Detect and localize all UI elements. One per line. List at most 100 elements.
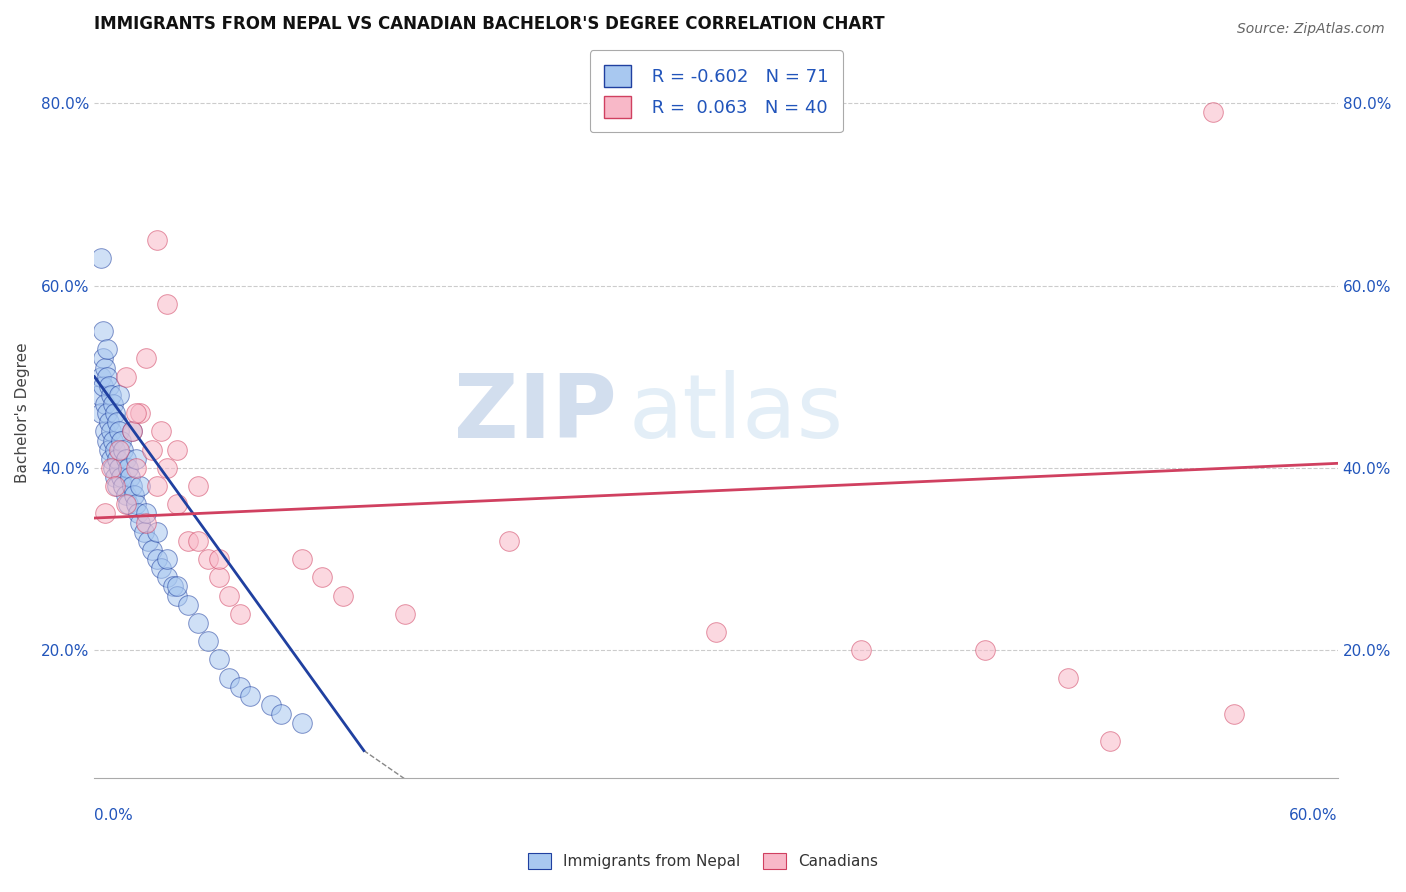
Point xyxy=(141,442,163,457)
Point xyxy=(145,479,167,493)
Point xyxy=(91,351,114,366)
Point xyxy=(94,397,117,411)
Point xyxy=(291,716,314,731)
Point xyxy=(91,379,114,393)
Y-axis label: Bachelor's Degree: Bachelor's Degree xyxy=(15,343,30,483)
Text: ZIP: ZIP xyxy=(454,369,617,457)
Point xyxy=(138,533,160,548)
Point xyxy=(96,434,118,448)
Point xyxy=(129,479,152,493)
Point xyxy=(108,388,131,402)
Point xyxy=(270,707,292,722)
Point xyxy=(105,451,128,466)
Point xyxy=(135,351,157,366)
Point xyxy=(98,442,121,457)
Point xyxy=(156,297,179,311)
Point xyxy=(101,461,124,475)
Point xyxy=(228,680,250,694)
Point xyxy=(96,406,118,420)
Point xyxy=(125,497,148,511)
Point xyxy=(101,397,124,411)
Point xyxy=(394,607,416,621)
Point xyxy=(197,552,219,566)
Point xyxy=(104,406,127,420)
Point xyxy=(96,369,118,384)
Point xyxy=(177,598,200,612)
Point xyxy=(177,533,200,548)
Point xyxy=(91,324,114,338)
Point xyxy=(156,461,179,475)
Point xyxy=(90,369,112,384)
Point xyxy=(259,698,281,712)
Point xyxy=(108,461,131,475)
Point xyxy=(112,479,135,493)
Point xyxy=(114,488,136,502)
Point xyxy=(197,634,219,648)
Point xyxy=(100,461,122,475)
Point xyxy=(117,461,139,475)
Point xyxy=(100,451,122,466)
Point xyxy=(127,507,149,521)
Point xyxy=(101,434,124,448)
Point xyxy=(208,570,231,584)
Point xyxy=(104,470,127,484)
Point xyxy=(104,442,127,457)
Point xyxy=(96,343,118,357)
Point xyxy=(974,643,997,657)
Text: 0.0%: 0.0% xyxy=(94,808,134,823)
Point xyxy=(228,607,250,621)
Point xyxy=(110,434,132,448)
Point xyxy=(156,570,179,584)
Point xyxy=(145,524,167,539)
Point xyxy=(187,615,209,630)
Text: atlas: atlas xyxy=(628,369,844,457)
Point xyxy=(141,543,163,558)
Point xyxy=(100,425,122,439)
Point xyxy=(87,388,110,402)
Point xyxy=(156,552,179,566)
Point xyxy=(218,671,240,685)
Point xyxy=(145,552,167,566)
Point xyxy=(118,470,141,484)
Point xyxy=(208,652,231,666)
Point xyxy=(1057,671,1080,685)
Point xyxy=(498,533,520,548)
Point xyxy=(1098,734,1121,748)
Text: 60.0%: 60.0% xyxy=(1289,808,1337,823)
Point xyxy=(125,451,148,466)
Text: Source: ZipAtlas.com: Source: ZipAtlas.com xyxy=(1237,22,1385,37)
Point xyxy=(332,589,354,603)
Point xyxy=(166,442,188,457)
Point xyxy=(187,479,209,493)
Point xyxy=(104,479,127,493)
Point xyxy=(100,388,122,402)
Point xyxy=(166,589,188,603)
Point xyxy=(311,570,333,584)
Point xyxy=(291,552,314,566)
Point xyxy=(121,425,143,439)
Point xyxy=(166,579,188,593)
Point xyxy=(134,524,156,539)
Point xyxy=(114,497,136,511)
Point xyxy=(90,251,112,265)
Text: IMMIGRANTS FROM NEPAL VS CANADIAN BACHELOR'S DEGREE CORRELATION CHART: IMMIGRANTS FROM NEPAL VS CANADIAN BACHEL… xyxy=(94,15,886,33)
Point xyxy=(121,479,143,493)
Point xyxy=(125,461,148,475)
Point xyxy=(94,425,117,439)
Point xyxy=(117,497,139,511)
Point xyxy=(135,507,157,521)
Point xyxy=(98,379,121,393)
Point xyxy=(166,497,188,511)
Point xyxy=(121,425,143,439)
Point xyxy=(145,233,167,247)
Point xyxy=(108,442,131,457)
Point xyxy=(162,579,184,593)
Point xyxy=(105,415,128,429)
Legend: Immigrants from Nepal, Canadians: Immigrants from Nepal, Canadians xyxy=(522,847,884,875)
Point xyxy=(187,533,209,548)
Point xyxy=(122,488,145,502)
Point xyxy=(218,589,240,603)
Point xyxy=(90,406,112,420)
Point xyxy=(125,406,148,420)
Point xyxy=(108,425,131,439)
